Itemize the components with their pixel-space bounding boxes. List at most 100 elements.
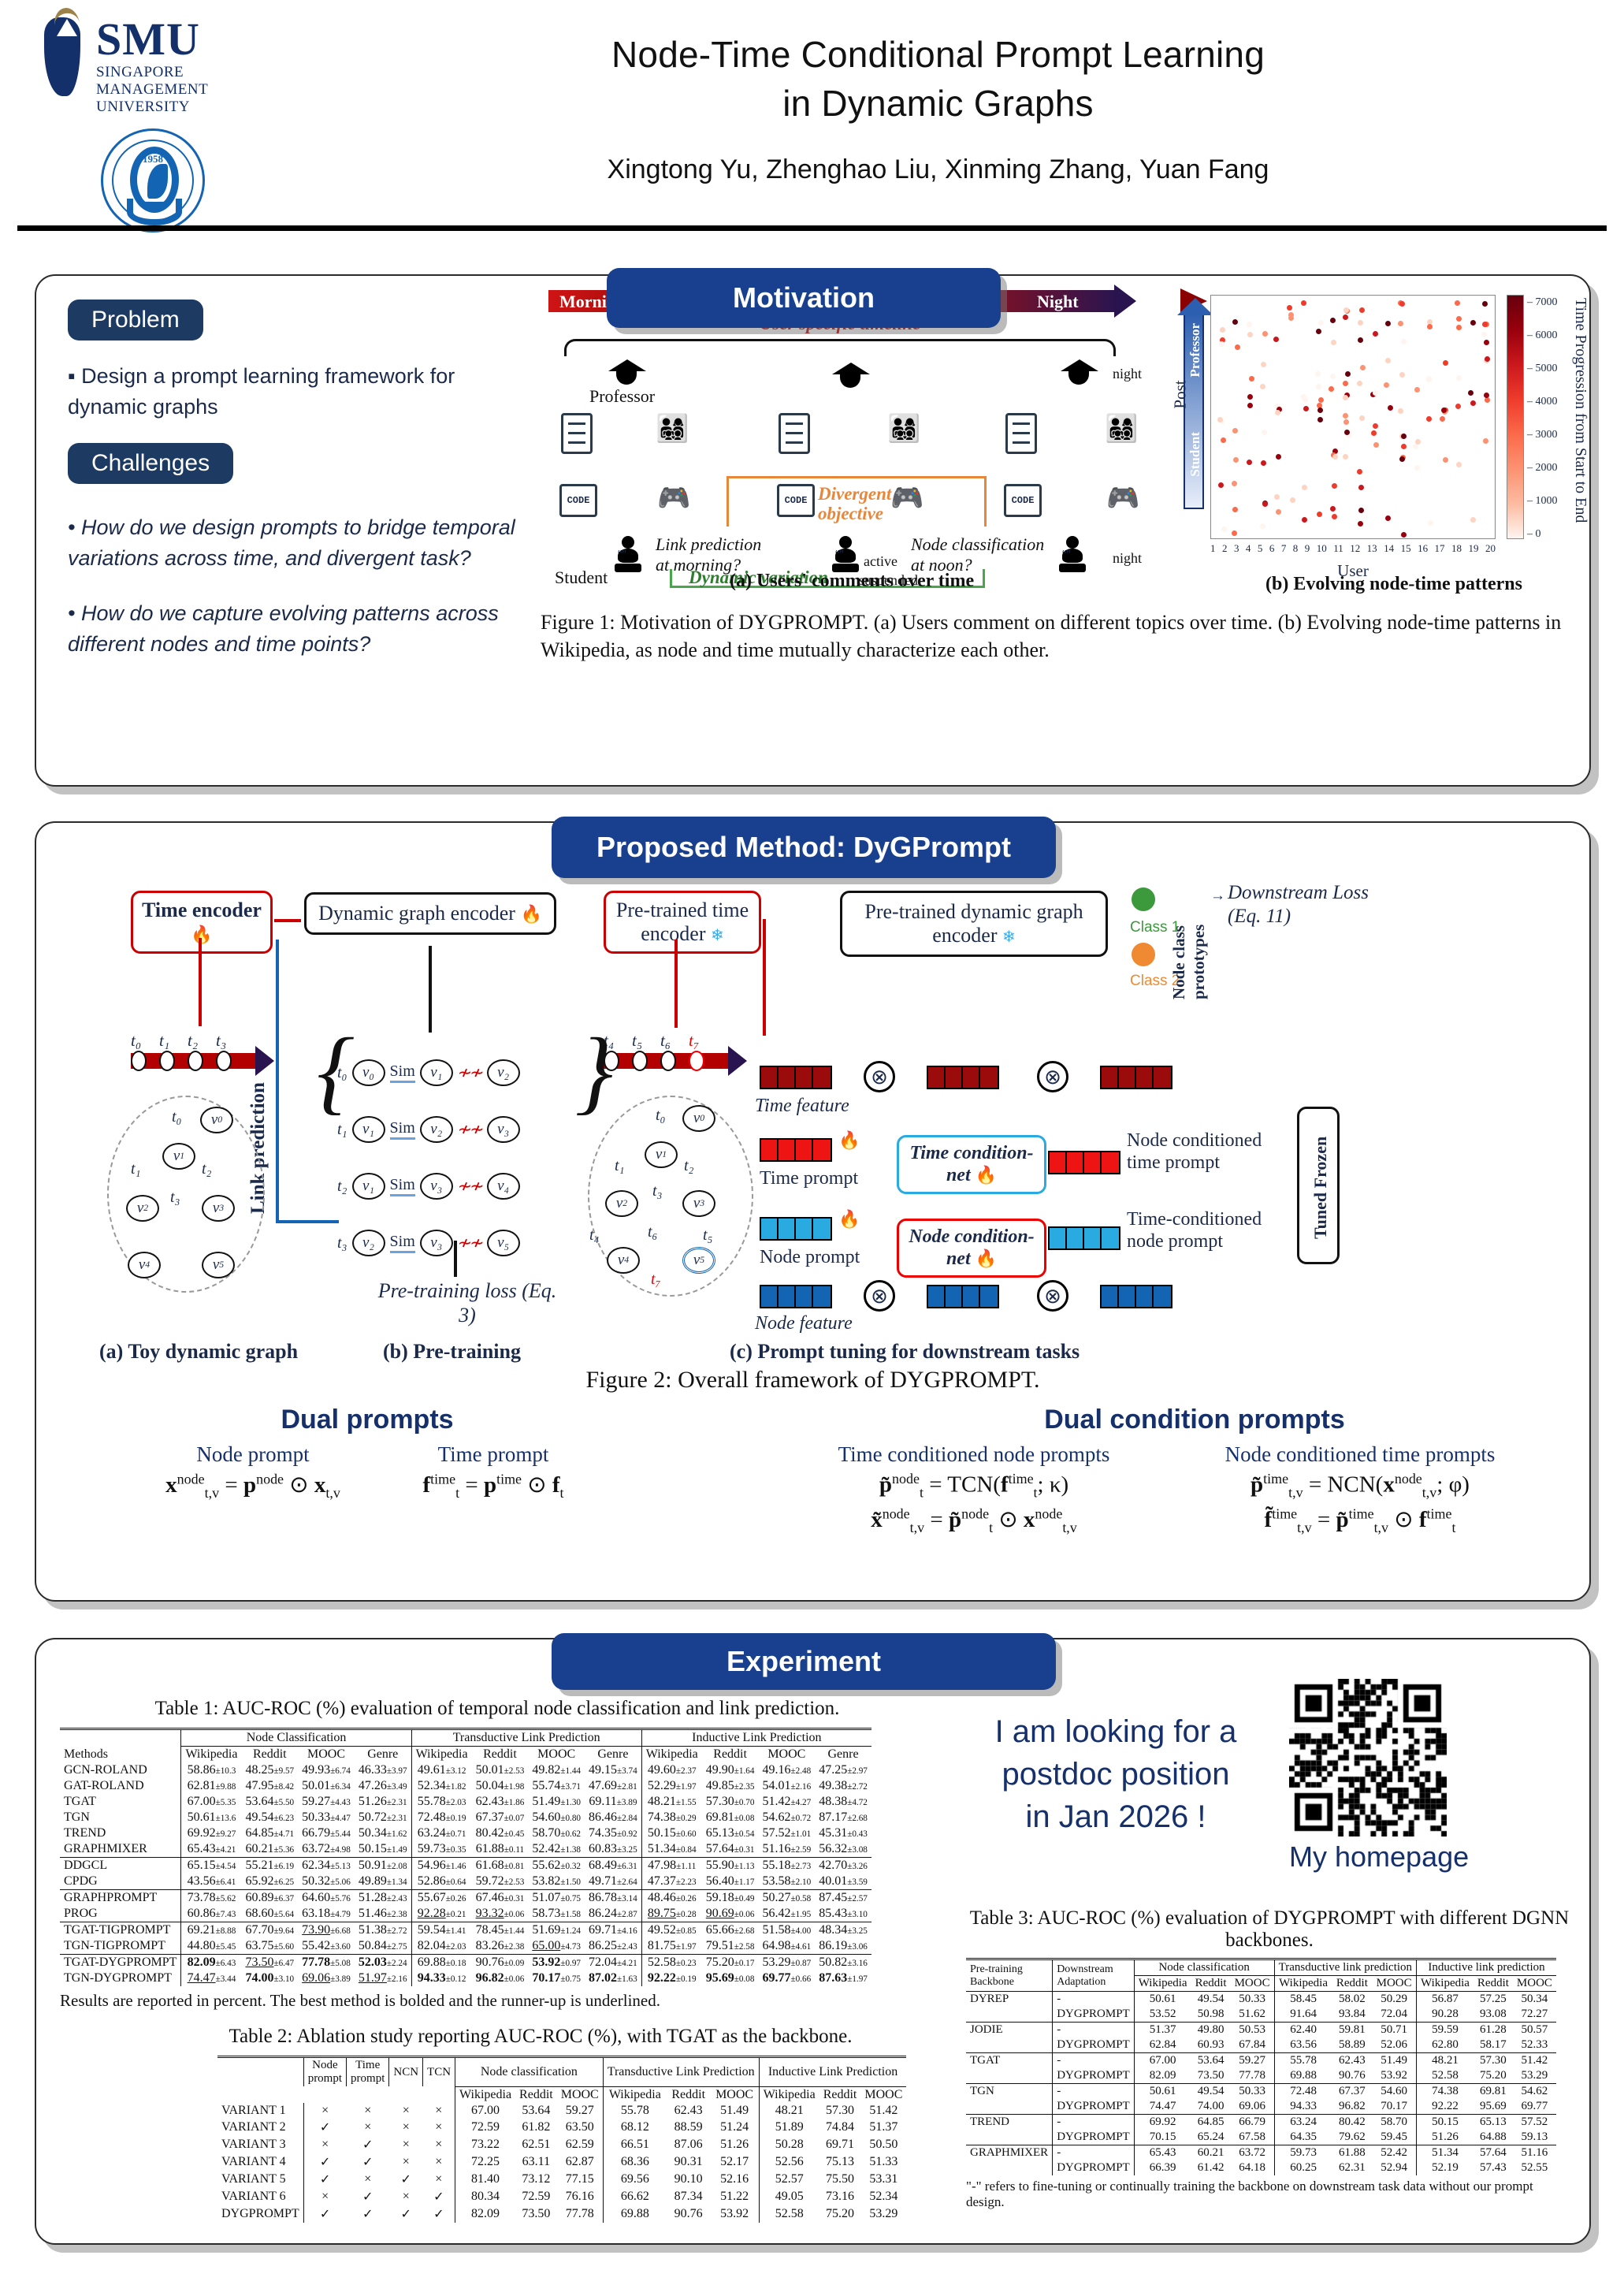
timestep-t0: t₀ [131, 1031, 142, 1050]
node-feature-label: Node feature [755, 1313, 853, 1334]
heatmap-xtick: 2 [1221, 542, 1228, 554]
gamepad-icon: 🎮 [890, 483, 924, 513]
table1-wrap: Table 1: AUC-ROC (%) evaluation of tempo… [60, 1698, 935, 2011]
ncn-title: Node conditioned time prompts [1225, 1442, 1496, 1466]
hadamard-op-2: ⊗ [864, 1280, 895, 1312]
people-icon: 👨‍👩‍👧‍👦 [887, 414, 920, 444]
sim-label: Sim [389, 1233, 415, 1253]
sim-time: t₂ [337, 1177, 347, 1195]
hadamard-op-4: ⊗ [1037, 1280, 1068, 1312]
node-conditioned-time-prompt-vector [1048, 1151, 1120, 1174]
code-icon: CODE [559, 484, 597, 517]
node-condition-net-box: Node condition-net 🔥 [897, 1219, 1046, 1278]
timestep-t2: t₂ [188, 1031, 199, 1050]
sim-node-b: v₁ [419, 1059, 453, 1086]
dynamic-graph-encoder-box: Dynamic graph encoder 🔥 [304, 892, 556, 935]
hiring-text: I am looking for a postdoc position in J… [966, 1679, 1265, 1838]
method-section: Time encoder 🔥 Dynamic graph encoder 🔥 P… [35, 821, 1591, 1602]
colorbar-label: Time Progression from Start to End [1572, 298, 1589, 523]
title-block: Node-Time Conditional Prompt Learning in… [284, 30, 1592, 185]
time-prompt-equation: ftimet = ptime ⊙ ft [422, 1471, 564, 1501]
time-condition-net-label: Time condition-net [909, 1143, 1034, 1185]
ustc-year: 1958 [143, 152, 163, 165]
experiment-section: Table 1: AUC-ROC (%) evaluation of tempo… [35, 1638, 1591, 2245]
timestep-t1: t₁ [159, 1031, 170, 1050]
author-list: Xingtong Yu, Zhenghao Liu, Xinming Zhang… [607, 154, 1269, 185]
sim-row: t₁ v₁ Sim v₂ ≁≁ v₃ [337, 1116, 520, 1143]
pretrained-time-encoder-label: Pre-trained time encoder [615, 899, 749, 945]
pretraining-loss-label: Pre-training loss (Eq. 3) [377, 1279, 557, 1327]
qr-code-icon[interactable] [1289, 1679, 1447, 1836]
pretrained-graph-encoder-label: Pre-trained dynamic graph encoder [864, 900, 1083, 947]
ncn-equation-1: p̃timet,v = NCN(xnodet,v; φ) [1251, 1471, 1470, 1501]
sim-node-a: v₂ [351, 1230, 385, 1256]
document-icon [779, 413, 810, 454]
heatmap-plot-area [1210, 295, 1496, 539]
graduation-cap-icon [608, 359, 646, 385]
code-label: CODE [567, 495, 590, 506]
homepage-block[interactable]: My homepage [1289, 1679, 1469, 1874]
smu-abbreviation: SMU [96, 13, 200, 65]
table2-wrap: Table 2: Ablation study reporting AUC-RO… [217, 2026, 907, 2223]
colorbar-tick: – 0 [1527, 528, 1541, 540]
professor-student-axis-icon: Professor Student [1177, 298, 1213, 509]
sim-node-c: v₄ [486, 1173, 520, 1200]
code-label: CODE [1011, 495, 1035, 506]
edge2-label-t4: t₄ [589, 1226, 600, 1244]
poster-title-line1: Node-Time Conditional Prompt Learning [611, 34, 1265, 75]
sim-node-a: v₁ [351, 1173, 385, 1200]
sim-label: Sim [389, 1176, 415, 1196]
experiment-band-label: Experiment [726, 1645, 882, 1677]
node-conditioned-time-prompt-label: Node conditioned time prompt [1127, 1130, 1262, 1173]
method-band: Proposed Method: DyGPrompt [552, 817, 1056, 878]
heatmap-xtick: 16 [1418, 542, 1429, 554]
graduation-cap-icon [1061, 359, 1098, 385]
sim-node-b: v₃ [419, 1173, 453, 1200]
table1: Methods Node Classification Transductive L… [60, 1728, 871, 1986]
active-label: active [864, 553, 897, 569]
snowflake-icon: ❄ [711, 926, 724, 944]
colorbar-tick: – 7000 [1527, 296, 1558, 308]
student-label: Student [555, 568, 608, 587]
edge2-label-t1: t₁ [615, 1157, 625, 1174]
ncn-equation-2: f̃timet,v = p̃timet,v ⊙ ftimet [1264, 1505, 1456, 1535]
link-prediction-question: Link prediction at morning? [656, 534, 762, 575]
tcn-equation-1: p̃nodet = TCN(ftimet; κ) [879, 1471, 1069, 1501]
problem-pill: Problem [68, 300, 203, 340]
arrow-time-to-graph [274, 919, 301, 922]
student-pawn-icon [832, 536, 859, 572]
heatmap-xtick: 1 [1210, 542, 1216, 554]
table3-title: Table 3: AUC-ROC (%) evaluation of DYGPR… [969, 1907, 1570, 1951]
timestep-t7: t₇ [689, 1031, 700, 1050]
heatmap-xtick: 8 [1292, 542, 1299, 554]
sim-label: Sim [389, 1119, 415, 1140]
timestep-t4: t₄ [604, 1031, 615, 1050]
table3: Pre-training Backbone Downstream Adaptation… [966, 1958, 1556, 2175]
time-encoder-label: Time encoder [142, 899, 262, 921]
prompted-time-vector [927, 1066, 999, 1089]
node-class-prototypes-label: Node class prototypes [1169, 924, 1208, 999]
sim-node-b: v₃ [419, 1230, 453, 1256]
colorbar-tick: – 4000 [1527, 396, 1558, 407]
dual-prompts-heading: Dual prompts [281, 1405, 454, 1435]
negative-link-icon: ≁≁ [457, 1062, 485, 1082]
class2-label: Class 2 [1130, 973, 1180, 989]
gamepad-icon: 🎮 [657, 483, 691, 513]
dual-condition-heading: Dual condition prompts [1044, 1405, 1345, 1435]
edge2-label-t7: t₇ [651, 1271, 661, 1288]
flame-icon: 🔥 [838, 1130, 860, 1150]
heatmap-xtick: 9 [1304, 542, 1310, 554]
heatmap-xtick: 17 [1434, 542, 1445, 554]
header-divider [17, 225, 1607, 231]
heatmap-xtick: 10 [1316, 542, 1327, 554]
heatmap-xtick: 7 [1280, 542, 1287, 554]
edge2-label-t0: t₀ [656, 1107, 666, 1124]
arrow-up-pretrained-time [674, 940, 678, 1028]
colorbar-ticks: – 7000 – 6000 – 5000 – 4000 – 3000 – 2000 – 10… [1527, 290, 1574, 544]
motivation-band-label: Motivation [733, 281, 875, 314]
node-prompt-eq-title: Node prompt [196, 1442, 310, 1466]
class2-dot-icon [1132, 943, 1155, 966]
class1-dot-icon [1132, 888, 1155, 911]
